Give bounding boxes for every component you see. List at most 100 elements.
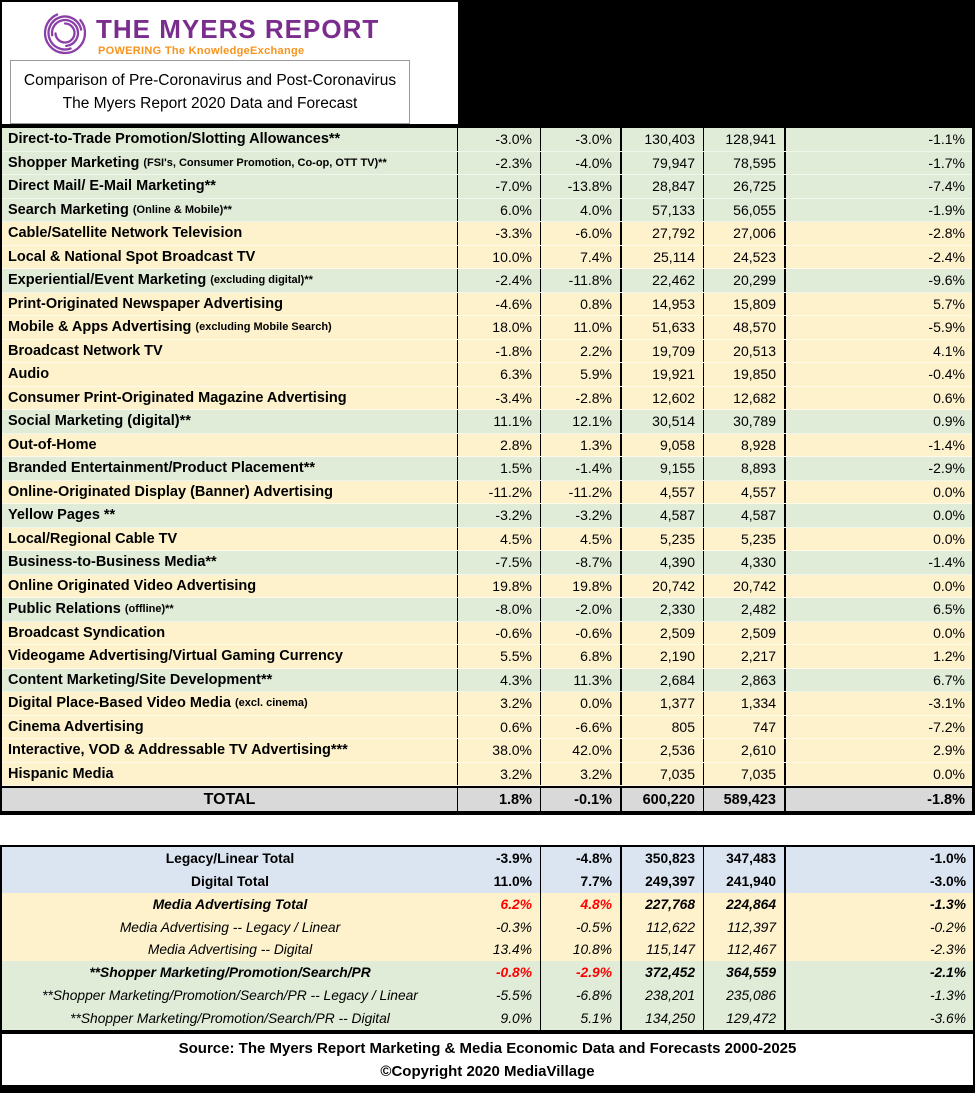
post-value-cell: 4,587 xyxy=(704,504,786,527)
row-label: Interactive, VOD & Addressable TV Advert… xyxy=(2,739,458,762)
logo-wordmark: THE MYERS REPORT xyxy=(96,14,380,44)
table-row: Audio 6.3% 5.9% 19,921 19,850 -0.4% xyxy=(2,363,972,387)
post-value-cell: 26,725 xyxy=(704,175,786,198)
pre-value-cell: 4,587 xyxy=(622,504,704,527)
change-pct-cell: -1.1% xyxy=(928,131,965,148)
change-pct-cell: 6.7% xyxy=(933,671,965,688)
row-label-text: Media Advertising -- Legacy / Linear xyxy=(119,919,341,935)
table-row: Yellow Pages ** -3.2% -3.2% 4,587 4,587 0.0% xyxy=(2,504,972,528)
post-pct-cell: 6.8% xyxy=(541,645,622,668)
table-row: Search Marketing (Online & Mobile)** 6.0% 4… xyxy=(2,198,972,222)
pre-value-cell: 2,684 xyxy=(622,668,704,691)
row-label: Social Marketing (digital)** xyxy=(2,410,458,433)
row-label: Online-Originated Display (Banner) Adver… xyxy=(2,480,458,503)
row-label-text: **Shopper Marketing/Promotion/Search/PR … xyxy=(70,1011,390,1027)
row-label: Digital Place-Based Video Media (excl. ci… xyxy=(2,692,458,715)
row-label: Cable/Satellite Network Television xyxy=(2,222,458,245)
post-value-cell: 235,086 xyxy=(704,984,786,1008)
row-label: Public Relations (offline)** xyxy=(2,598,458,621)
row-label: Media Advertising -- Legacy / Linear xyxy=(2,916,458,939)
post-value-cell: 224,864 xyxy=(704,892,786,916)
pre-value-cell: 30,514 xyxy=(622,410,704,433)
change-pct-cell: -1.4% xyxy=(928,554,965,571)
pre-value-cell: 1,377 xyxy=(622,692,704,715)
pre-pct-cell: -2.4% xyxy=(458,269,541,292)
post-pct-cell: -2.8% xyxy=(541,386,622,409)
change-pct-cell: -9.6% xyxy=(928,272,965,289)
report-title-line1: Comparison of Pre-Coronavirus and Post-C… xyxy=(23,71,397,89)
pre-value-cell: 227,768 xyxy=(622,892,704,916)
pre-pct-cell: 38.0% xyxy=(458,739,541,762)
post-pct-cell: 10.8% xyxy=(541,938,622,962)
row-label: Mobile & Apps Advertising (excluding Mobi… xyxy=(2,316,458,339)
post-pct-cell: 11.3% xyxy=(541,668,622,691)
pre-value-cell: 2,509 xyxy=(622,621,704,644)
pre-value-cell: 4,557 xyxy=(622,480,704,503)
row-label: Direct Mail/ E-Mail Marketing** xyxy=(2,175,458,198)
spacer-band xyxy=(0,815,975,845)
pre-pct-cell: 6.2% xyxy=(458,892,541,916)
row-label: Videogame Advertising/Virtual Gaming Cur… xyxy=(2,645,458,668)
row-label: Online Originated Video Advertising xyxy=(2,574,458,597)
row-label-text: Cable/Satellite Network Television xyxy=(8,225,243,242)
pre-pct-cell: -8.0% xyxy=(458,598,541,621)
row-label: Print-Originated Newspaper Advertising xyxy=(2,292,458,315)
row-label-text: Digital Total xyxy=(191,873,269,889)
row-label-text: Legacy/Linear Total xyxy=(165,850,295,866)
pre-pct-cell: -7.5% xyxy=(458,551,541,574)
change-pct-cell: -5.9% xyxy=(928,319,965,336)
pre-value-cell: 19,921 xyxy=(622,363,704,386)
post-value-cell: 48,570 xyxy=(704,316,786,339)
post-value-cell: 8,928 xyxy=(704,433,786,456)
table-row: Experiential/Event Marketing (excluding d… xyxy=(2,269,972,293)
row-label-text: Local & National Spot Broadcast TV xyxy=(8,248,256,265)
row-label: Media Advertising Total xyxy=(2,893,458,916)
row-label: Yellow Pages ** xyxy=(2,504,458,527)
table-row: Legacy/Linear Total -3.9% -4.8% 350,823 347,… xyxy=(2,847,973,870)
header-area: THE MYERS REPORT POWERING The KnowledgeE… xyxy=(0,0,975,126)
table-row: Broadcast Syndication -0.6% -0.6% 2,509 2,50… xyxy=(2,621,972,645)
row-label-text: Yellow Pages ** xyxy=(8,507,116,524)
post-value-cell: 4,330 xyxy=(704,551,786,574)
row-label: Shopper Marketing (FSI's, Consumer Promot… xyxy=(2,151,458,174)
post-value-cell: 2,217 xyxy=(704,645,786,668)
post-value-cell: 112,467 xyxy=(704,938,786,962)
post-value-cell: 30,789 xyxy=(704,410,786,433)
pre-value-cell: 350,823 xyxy=(622,847,704,870)
pre-value-cell: 112,622 xyxy=(622,915,704,939)
row-label-text: Search Marketing xyxy=(8,201,129,218)
post-pct-cell: -8.7% xyxy=(541,551,622,574)
pre-pct-cell: 2.8% xyxy=(458,433,541,456)
row-label: Consumer Print-Originated Magazine Adver… xyxy=(2,386,458,409)
pre-pct-cell: 3.2% xyxy=(458,692,541,715)
row-label-text: Media Advertising -- Digital xyxy=(147,942,313,958)
pre-value-cell: 2,190 xyxy=(622,645,704,668)
pre-pct-cell: -1.8% xyxy=(458,339,541,362)
table-row: **Shopper Marketing/Promotion/Search/PR -… xyxy=(2,961,973,985)
pre-value-cell: 2,330 xyxy=(622,598,704,621)
row-label-text: Audio xyxy=(8,366,50,383)
row-label-text: Broadcast Syndication xyxy=(8,624,166,641)
row-label: Broadcast Syndication xyxy=(2,621,458,644)
table-row: Social Marketing (digital)** 11.1% 12.1% 30… xyxy=(2,410,972,434)
post-value-cell: 747 xyxy=(704,715,786,738)
post-pct-cell: -3.0% xyxy=(541,128,622,151)
pre-value-cell: 27,792 xyxy=(622,222,704,245)
table-row: Hispanic Media 3.2% 3.2% 7,035 7,035 0.0% xyxy=(2,762,972,786)
logo-tagline: POWERING The KnowledgeExchange xyxy=(98,45,305,57)
row-label-text: Content Marketing/Site Development** xyxy=(8,671,273,688)
row-label: Media Advertising -- Digital xyxy=(2,939,458,962)
post-value-cell: 1,334 xyxy=(704,692,786,715)
pre-pct-cell: 11.1% xyxy=(458,410,541,433)
pre-value-cell: 2,536 xyxy=(622,739,704,762)
table-row: Content Marketing/Site Development** 4.3%… xyxy=(2,668,972,692)
row-label: Audio xyxy=(2,363,458,386)
row-label: Search Marketing (Online & Mobile)** xyxy=(2,198,458,221)
post-value-cell: 27,006 xyxy=(704,222,786,245)
pre-pct-cell: -3.0% xyxy=(458,128,541,151)
pre-value-cell: 4,390 xyxy=(622,551,704,574)
pre-pct-cell: 3.2% xyxy=(458,762,541,785)
post-value-cell: 12,682 xyxy=(704,386,786,409)
table-row: Digital Total 11.0% 7.7% 249,397 241,940 -3.0… xyxy=(2,869,973,893)
row-label-text: Business-to-Business Media** xyxy=(8,554,217,571)
